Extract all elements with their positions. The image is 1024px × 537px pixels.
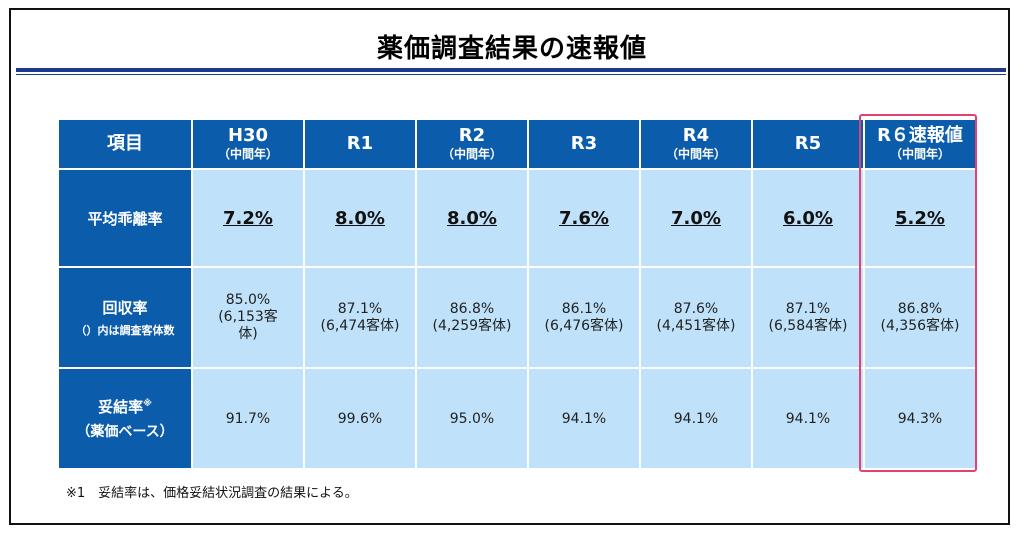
settlement-cell: 95.0% bbox=[417, 369, 527, 468]
table-row: 回収率 （）内は調査客体数 85.0% (6,153客 体) 87.1% (6,474客… bbox=[59, 268, 975, 367]
recovery-cell: 87.6% (4,451客体) bbox=[641, 268, 751, 367]
footnote: ※1 妥結率は、価格妥結状況調査の結果による。 bbox=[66, 486, 358, 501]
column-header-label: R６速報値 bbox=[877, 125, 963, 146]
header-row: 項目 H30 （中間年） R1 R2 （中間年） R3 R4 （中間年） R5 R６速… bbox=[59, 120, 975, 168]
corner-header: 項目 bbox=[59, 120, 191, 168]
recovery-cell: 86.1% (6,476客体) bbox=[529, 268, 639, 367]
recovery-cell: 87.1% (6,474客体) bbox=[305, 268, 415, 367]
deviation-cell: 8.0% bbox=[305, 170, 415, 266]
settlement-cell: 94.1% bbox=[529, 369, 639, 468]
column-header: R4 （中間年） bbox=[641, 120, 751, 168]
column-header-sublabel: （中間年） bbox=[441, 147, 502, 161]
title-underline bbox=[16, 68, 1006, 72]
table-row: 平均乖離率 7.2% 8.0% 8.0% 7.6% 7.0% 6.0% 5.2% bbox=[59, 170, 975, 266]
row-header-recovery: 回収率 （）内は調査客体数 bbox=[59, 268, 191, 367]
column-header-label: R2 bbox=[458, 125, 486, 146]
recovery-cell: 87.1% (6,584客体) bbox=[753, 268, 863, 367]
column-header: R1 bbox=[305, 120, 415, 168]
settlement-cell: 94.1% bbox=[753, 369, 863, 468]
table-row: 妥結率※ （薬価ベース） 91.7% 99.6% 95.0% 94.1% 94.1… bbox=[59, 369, 975, 468]
column-header: R６速報値 （中間年） bbox=[865, 120, 975, 168]
survey-results-table: 項目 H30 （中間年） R1 R2 （中間年） R3 R4 （中間年） R5 R６速… bbox=[57, 118, 977, 470]
settlement-cell: 94.3% bbox=[865, 369, 975, 468]
deviation-cell: 6.0% bbox=[753, 170, 863, 266]
settlement-cell: 99.6% bbox=[305, 369, 415, 468]
column-header-sublabel: （中間年） bbox=[889, 147, 950, 161]
page-title: 薬価調査結果の速報値 bbox=[376, 34, 647, 64]
column-header: H30 （中間年） bbox=[193, 120, 303, 168]
column-header: R3 bbox=[529, 120, 639, 168]
column-header-label: R4 bbox=[682, 125, 710, 146]
column-header: R5 bbox=[753, 120, 863, 168]
deviation-cell: 7.0% bbox=[641, 170, 751, 266]
deviation-cell: 7.2% bbox=[193, 170, 303, 266]
deviation-cell: 7.6% bbox=[529, 170, 639, 266]
recovery-cell: 85.0% (6,153客 体) bbox=[193, 268, 303, 367]
column-header-sublabel: （中間年） bbox=[217, 147, 278, 161]
recovery-cell: 86.8% (4,356客体) bbox=[865, 268, 975, 367]
recovery-cell: 86.8% (4,259客体) bbox=[417, 268, 527, 367]
settlement-cell: 94.1% bbox=[641, 369, 751, 468]
settlement-cell: 91.7% bbox=[193, 369, 303, 468]
title-underline-thin bbox=[16, 74, 1006, 75]
column-header-label: R5 bbox=[794, 133, 822, 154]
column-header: R2 （中間年） bbox=[417, 120, 527, 168]
row-header-deviation: 平均乖離率 bbox=[59, 170, 191, 266]
column-header-label: R1 bbox=[346, 133, 374, 154]
column-header-label: H30 bbox=[227, 125, 269, 146]
column-header-sublabel: （中間年） bbox=[665, 147, 726, 161]
column-header-label: R3 bbox=[570, 133, 598, 154]
row-header-settlement: 妥結率※ （薬価ベース） bbox=[59, 369, 191, 468]
deviation-cell: 5.2% bbox=[865, 170, 975, 266]
deviation-cell: 8.0% bbox=[417, 170, 527, 266]
